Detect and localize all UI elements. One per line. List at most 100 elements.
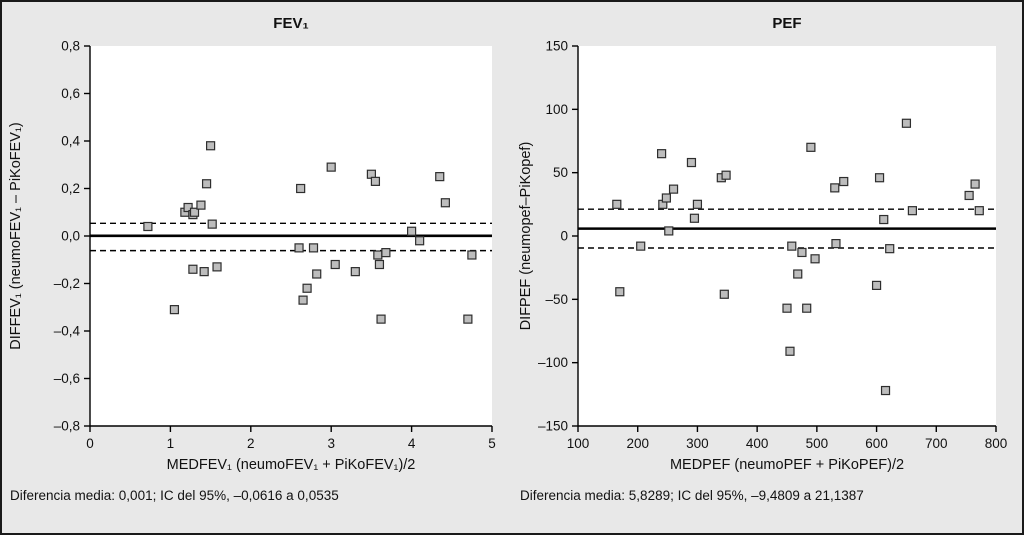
data-point-marker bbox=[787, 241, 797, 251]
data-point-marker bbox=[719, 289, 729, 299]
y-tick-label: 0 bbox=[560, 229, 568, 244]
data-point-marker bbox=[871, 280, 882, 290]
fev1-caption: Diferencia media: 0,001; IC del 95%, –0,… bbox=[10, 488, 339, 503]
data-point-marker bbox=[294, 243, 304, 253]
x-tick-label: 600 bbox=[865, 436, 888, 451]
y-tick-label: –150 bbox=[538, 419, 568, 434]
data-point-marker bbox=[407, 226, 417, 236]
data-point-marker bbox=[831, 239, 841, 249]
data-point-marker bbox=[188, 264, 198, 274]
data-point-marker bbox=[376, 314, 386, 324]
data-point-marker bbox=[806, 142, 816, 152]
y-tick-label: 0,4 bbox=[61, 134, 80, 149]
y-tick-label: –0,8 bbox=[54, 419, 80, 434]
fev1-chart: 0,8 0,6 0,4 0,2 0,0 –0,2 –0,4 –0,6 –0,8 0 1 2 3 4 5 FEV… bbox=[8, 15, 496, 473]
data-point-marker bbox=[374, 259, 385, 270]
pef-caption: Diferencia media: 5,8289; IC del 95%, –9… bbox=[520, 488, 864, 503]
y-axis-label: DIFFEV₁ (neumoFEV₁ – PiKoFEV₁) bbox=[8, 122, 24, 349]
data-point-marker bbox=[415, 236, 425, 246]
y-axis-label: DIFPEF (neumopef–PiKopef) bbox=[518, 142, 534, 331]
data-point-marker bbox=[201, 179, 212, 189]
x-tick-label: 2 bbox=[247, 436, 255, 451]
x-tick-label: 1 bbox=[167, 436, 175, 451]
data-point-marker bbox=[810, 254, 820, 264]
data-point-marker bbox=[440, 198, 450, 208]
data-point-marker bbox=[785, 346, 795, 356]
y-tick-label: 0,6 bbox=[61, 86, 80, 101]
data-point-marker bbox=[661, 193, 671, 203]
x-tick-label: 500 bbox=[806, 436, 829, 451]
data-point-marker bbox=[664, 226, 674, 236]
x-tick-label: 3 bbox=[327, 436, 335, 451]
pef-panel: 150 100 50 0 –50 –100 –150 100 200 300 400 500 600 70… bbox=[512, 2, 1022, 533]
data-point-marker bbox=[199, 267, 209, 277]
y-tick-label: –50 bbox=[545, 292, 568, 307]
chart-title: PEF bbox=[772, 15, 801, 32]
data-point-marker bbox=[782, 303, 792, 313]
data-point-marker bbox=[880, 385, 891, 396]
chart-title: FEV₁ bbox=[273, 15, 308, 32]
y-tick-label: 0,8 bbox=[61, 39, 80, 54]
data-point-marker bbox=[797, 247, 807, 258]
data-point-marker bbox=[839, 176, 849, 187]
data-point-marker bbox=[721, 170, 731, 180]
data-point-marker bbox=[657, 149, 667, 159]
data-point-marker bbox=[350, 267, 360, 277]
y-tick-label: 0,2 bbox=[61, 181, 80, 196]
data-point-marker bbox=[212, 262, 222, 272]
y-tick-label: 100 bbox=[545, 102, 568, 117]
x-tick-label: 100 bbox=[567, 436, 590, 451]
y-tick-label: 150 bbox=[545, 39, 568, 54]
y-tick-label: 50 bbox=[553, 165, 568, 180]
fev1-panel: 0,8 0,6 0,4 0,2 0,0 –0,2 –0,4 –0,6 –0,8 0 1 2 3 4 5 FEV… bbox=[2, 2, 512, 533]
data-point-marker bbox=[169, 305, 180, 315]
data-point-marker bbox=[463, 314, 473, 324]
data-point-marker bbox=[467, 250, 477, 260]
data-point-marker bbox=[330, 259, 340, 270]
data-point-marker bbox=[326, 162, 336, 172]
data-point-marker bbox=[435, 172, 445, 182]
data-point-marker bbox=[298, 295, 308, 305]
data-point-marker bbox=[692, 199, 703, 209]
data-point-marker bbox=[196, 200, 206, 210]
data-point-marker bbox=[636, 241, 646, 251]
x-tick-label: 5 bbox=[488, 436, 496, 451]
data-point-marker bbox=[615, 287, 625, 297]
data-point-marker bbox=[974, 206, 984, 216]
data-point-marker bbox=[381, 248, 391, 258]
y-tick-label: –0,6 bbox=[54, 371, 80, 386]
y-tick-label: –0,2 bbox=[54, 276, 80, 291]
data-point-marker bbox=[612, 199, 622, 209]
x-axis-label: MEDFEV₁ (neumoFEV₁ + PiKoFEV₁)/2 bbox=[167, 457, 416, 473]
data-points bbox=[143, 141, 477, 324]
y-tick-label: –0,4 bbox=[54, 324, 81, 339]
data-point-marker bbox=[312, 269, 322, 279]
data-point-marker bbox=[308, 243, 319, 253]
data-point-marker bbox=[964, 190, 974, 201]
data-point-marker bbox=[970, 179, 980, 189]
data-points bbox=[612, 118, 984, 396]
data-point-marker bbox=[143, 221, 153, 232]
data-point-marker bbox=[793, 269, 803, 279]
data-point-marker bbox=[296, 183, 306, 194]
data-point-marker bbox=[686, 157, 697, 168]
y-tick-label: 0,0 bbox=[61, 229, 80, 244]
x-axis-label: MEDPEF (neumoPEF + PiKoPEF)/2 bbox=[670, 457, 904, 473]
data-point-marker bbox=[189, 207, 200, 217]
x-tick-label: 0 bbox=[86, 436, 94, 451]
data-point-marker bbox=[689, 213, 700, 223]
data-point-marker bbox=[183, 202, 193, 213]
data-point-marker bbox=[370, 176, 381, 186]
data-point-marker bbox=[373, 250, 383, 260]
x-tick-label: 800 bbox=[985, 436, 1008, 451]
data-point-marker bbox=[207, 219, 217, 229]
y-tick-label: –100 bbox=[538, 355, 568, 370]
plot-area bbox=[578, 46, 996, 426]
data-point-marker bbox=[874, 173, 885, 183]
data-point-marker bbox=[830, 183, 840, 193]
data-point-marker bbox=[901, 118, 912, 128]
data-point-marker bbox=[302, 283, 312, 293]
x-tick-label: 700 bbox=[925, 436, 948, 451]
data-point-marker bbox=[885, 244, 895, 254]
